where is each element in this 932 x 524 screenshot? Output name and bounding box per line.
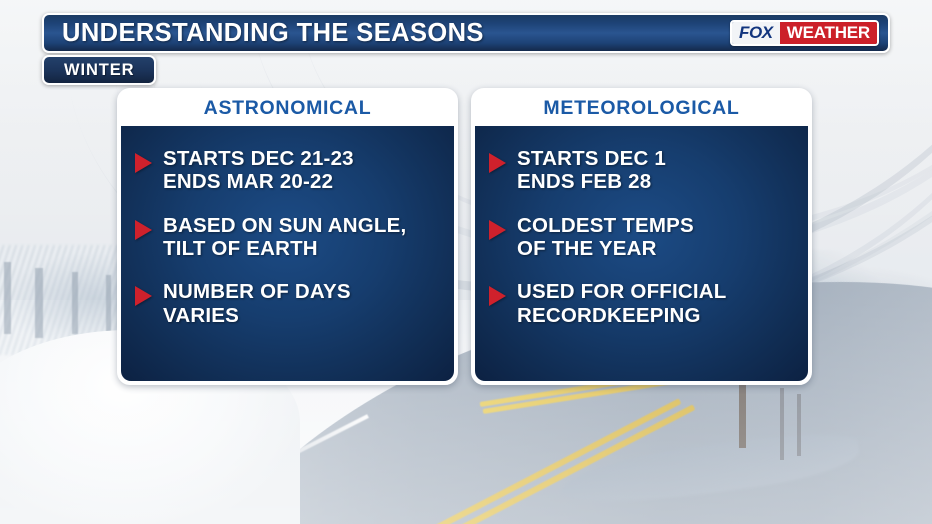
- list-item: COLDEST TEMPS OF THE YEAR: [489, 214, 794, 261]
- triangle-right-icon: [489, 153, 506, 173]
- list-item-line1: STARTS DEC 21-23: [163, 147, 354, 170]
- card-meteorological-body: STARTS DEC 1 ENDS FEB 28 COLDEST TEMPS O…: [475, 126, 808, 381]
- list-item: USED FOR OFFICIAL RECORDKEEPING: [489, 280, 794, 327]
- card-meteorological-title: METEOROLOGICAL: [543, 96, 740, 119]
- list-item-line2: TILT OF EARTH: [163, 237, 318, 261]
- list-item: STARTS DEC 1 ENDS FEB 28: [489, 147, 794, 194]
- card-meteorological-header: METEOROLOGICAL: [473, 90, 810, 126]
- list-item-line1: STARTS DEC 1: [517, 147, 666, 170]
- list-item-text: STARTS DEC 1 ENDS FEB 28: [517, 147, 666, 194]
- tree-trunk: [72, 272, 78, 334]
- list-item-line1: COLDEST TEMPS: [517, 213, 694, 237]
- logo-fox-text: FOX: [731, 22, 780, 44]
- utility-pole: [780, 388, 784, 460]
- list-item-line1: BASED ON SUN ANGLE,: [163, 213, 407, 237]
- triangle-right-icon: [489, 219, 506, 240]
- list-item-text: COLDEST TEMPS OF THE YEAR: [517, 214, 694, 261]
- tree-trunk: [106, 275, 111, 333]
- list-item-line1: USED FOR OFFICIAL: [517, 280, 727, 304]
- card-astronomical: ASTRONOMICAL STARTS DEC 21-23 ENDS MAR 2…: [117, 88, 458, 385]
- utility-pole: [797, 394, 801, 456]
- season-badge-label: WINTER: [64, 60, 135, 79]
- triangle-right-icon: [135, 219, 152, 240]
- title-bar: UNDERSTANDING THE SEASONS FOX WEATHER: [42, 13, 890, 53]
- list-item: NUMBER OF DAYS VARIES: [135, 280, 440, 327]
- fox-weather-logo: FOX WEATHER: [729, 20, 879, 46]
- list-item-line1: NUMBER OF DAYS: [163, 280, 351, 304]
- list-item-text: NUMBER OF DAYS VARIES: [163, 280, 351, 327]
- card-astronomical-body: STARTS DEC 21-23 ENDS MAR 20-22 BASED ON…: [121, 126, 454, 381]
- tree-trunk: [4, 262, 11, 334]
- list-item-line2: ENDS MAR 20-22: [163, 170, 334, 194]
- list-item-text: STARTS DEC 21-23 ENDS MAR 20-22: [163, 147, 354, 194]
- season-badge: WINTER: [42, 55, 157, 85]
- utility-pole: [739, 384, 746, 448]
- triangle-right-icon: [135, 153, 152, 173]
- list-item-text: USED FOR OFFICIAL RECORDKEEPING: [517, 280, 727, 327]
- triangle-right-icon: [489, 286, 506, 307]
- list-item-text: BASED ON SUN ANGLE, TILT OF EARTH: [163, 214, 406, 261]
- list-item: BASED ON SUN ANGLE, TILT OF EARTH: [135, 214, 440, 261]
- page-title: UNDERSTANDING THE SEASONS: [62, 18, 484, 47]
- tree-trunk: [35, 268, 43, 338]
- card-astronomical-header: ASTRONOMICAL: [119, 90, 456, 126]
- list-item-line2: VARIES: [163, 303, 240, 327]
- list-item-line2: OF THE YEAR: [517, 237, 657, 261]
- logo-weather-text: WEATHER: [779, 22, 877, 44]
- list-item-line2: RECORDKEEPING: [517, 303, 701, 327]
- list-item: STARTS DEC 21-23 ENDS MAR 20-22: [135, 147, 440, 194]
- card-meteorological: METEOROLOGICAL STARTS DEC 1 ENDS FEB 28 …: [471, 88, 812, 385]
- card-astronomical-title: ASTRONOMICAL: [203, 96, 372, 119]
- list-item-line2: ENDS FEB 28: [517, 170, 652, 194]
- triangle-right-icon: [135, 286, 152, 307]
